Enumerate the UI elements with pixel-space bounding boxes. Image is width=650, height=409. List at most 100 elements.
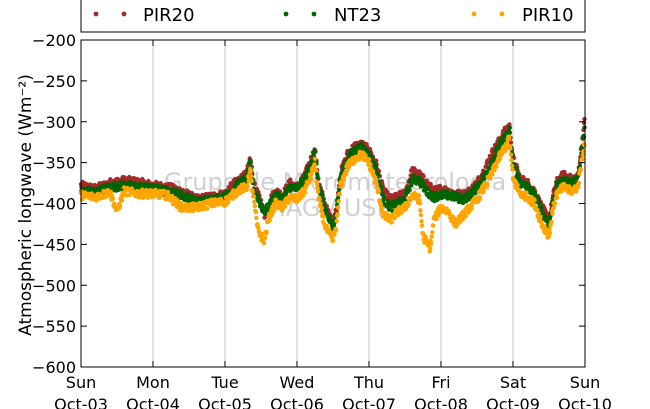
legend-label-pir10: PIR10 xyxy=(522,5,574,26)
data-point xyxy=(254,215,259,221)
data-points xyxy=(78,116,587,254)
legend: PIR20 NT23 PIR10 xyxy=(80,0,586,33)
x-tick-day: Mon xyxy=(136,373,170,392)
x-tick-date: Oct-04 xyxy=(126,395,180,409)
data-point xyxy=(510,167,515,172)
data-point xyxy=(500,151,505,156)
data-point xyxy=(547,227,552,232)
x-tick-date: Oct-10 xyxy=(558,395,612,409)
x-tick-day: Wed xyxy=(280,373,315,392)
data-point xyxy=(553,201,558,206)
data-point xyxy=(337,192,342,197)
data-point xyxy=(169,193,175,199)
data-point xyxy=(336,199,341,204)
legend-label-nt23: NT23 xyxy=(334,5,381,26)
data-point xyxy=(488,176,493,181)
data-point xyxy=(515,183,520,188)
data-point xyxy=(248,160,253,165)
data-point xyxy=(374,182,379,187)
y-tick-label: −250 xyxy=(32,72,76,91)
legend-marker-pir20 xyxy=(121,11,127,17)
data-point xyxy=(318,201,323,206)
data-point xyxy=(225,200,231,205)
data-point xyxy=(513,166,519,171)
data-point xyxy=(431,223,436,228)
data-point xyxy=(248,169,253,174)
data-point xyxy=(368,162,373,167)
data-point xyxy=(454,224,459,229)
legend-label-pir20: PIR20 xyxy=(143,5,195,26)
data-point xyxy=(580,157,585,162)
data-point xyxy=(335,205,341,210)
series-pir10 xyxy=(78,134,587,254)
data-point xyxy=(312,156,318,161)
data-point xyxy=(382,194,387,200)
data-point xyxy=(539,205,544,210)
data-point xyxy=(303,190,308,195)
data-point xyxy=(428,246,433,251)
data-point xyxy=(538,215,543,220)
data-point xyxy=(340,182,345,187)
legend-marker-pir20 xyxy=(93,11,99,17)
data-point xyxy=(240,189,246,194)
data-point xyxy=(419,219,424,224)
x-tick-date: Oct-03 xyxy=(54,395,108,409)
data-point xyxy=(312,162,317,167)
data-point xyxy=(406,202,411,207)
data-point xyxy=(541,211,547,216)
data-point xyxy=(364,147,369,153)
y-tick-label: −350 xyxy=(32,154,76,173)
data-point xyxy=(481,189,486,194)
x-tick-day: Sun xyxy=(66,373,96,392)
data-point xyxy=(532,197,537,203)
data-point xyxy=(494,164,499,169)
data-point xyxy=(315,186,320,191)
data-point xyxy=(301,193,306,198)
data-point xyxy=(508,140,514,145)
data-point xyxy=(245,183,250,188)
legend-entry-pir10: PIR10 xyxy=(471,5,574,26)
data-point xyxy=(314,171,320,176)
legend-marker-nt23 xyxy=(311,11,317,17)
data-point xyxy=(463,213,468,219)
data-point xyxy=(425,186,431,191)
data-point xyxy=(536,211,541,216)
data-point xyxy=(309,172,314,177)
data-point xyxy=(508,152,514,157)
data-point xyxy=(407,188,412,193)
x-tick-day: Fri xyxy=(431,373,450,392)
data-point xyxy=(550,211,555,216)
x-axis: Sun Oct-03 Mon Oct-04 Tue Oct-05 Wed Oct-06 Thu O… xyxy=(54,40,612,409)
data-point xyxy=(313,168,319,173)
data-point xyxy=(205,206,210,211)
data-point xyxy=(374,164,379,170)
x-tick-date: Oct-07 xyxy=(342,395,396,409)
y-tick-label: −200 xyxy=(32,31,76,50)
data-point xyxy=(319,205,324,211)
data-point xyxy=(428,181,433,187)
legend-entry-pir20: PIR20 xyxy=(93,5,195,26)
data-point xyxy=(341,177,346,183)
data-point xyxy=(312,148,318,153)
legend-marker-pir10 xyxy=(499,11,505,17)
data-point xyxy=(244,187,249,193)
x-tick-date: Oct-05 xyxy=(198,395,252,409)
data-point xyxy=(367,152,373,157)
data-point xyxy=(333,228,339,233)
data-point xyxy=(507,125,512,131)
legend-marker-pir10 xyxy=(471,11,477,17)
data-point xyxy=(416,193,422,198)
data-point xyxy=(140,187,145,192)
plot-area xyxy=(81,40,585,367)
data-point xyxy=(324,223,329,228)
data-point xyxy=(252,203,257,209)
x-tick-day: Tue xyxy=(210,373,238,392)
data-point xyxy=(477,195,483,200)
data-point xyxy=(252,199,257,205)
data-point xyxy=(267,218,272,223)
x-tick-day: Thu xyxy=(353,373,384,392)
data-point xyxy=(419,223,425,228)
y-tick-label: −300 xyxy=(32,113,76,132)
data-point xyxy=(551,205,557,210)
data-point xyxy=(497,156,503,161)
